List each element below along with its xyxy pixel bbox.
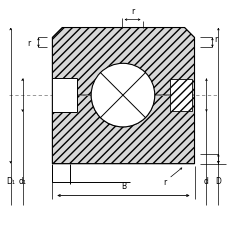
Text: D: D bbox=[215, 176, 220, 185]
Circle shape bbox=[91, 64, 154, 127]
Text: r: r bbox=[162, 177, 166, 186]
Text: d: d bbox=[203, 176, 208, 185]
Bar bbox=[52, 79, 77, 112]
Text: B: B bbox=[120, 181, 125, 190]
Polygon shape bbox=[52, 28, 194, 127]
Text: r: r bbox=[27, 39, 30, 48]
Polygon shape bbox=[52, 96, 194, 164]
Text: D₁: D₁ bbox=[6, 176, 15, 185]
Bar bbox=[169, 80, 191, 112]
Text: r: r bbox=[213, 35, 217, 44]
Text: d₁: d₁ bbox=[19, 176, 26, 185]
Text: r: r bbox=[130, 7, 134, 16]
